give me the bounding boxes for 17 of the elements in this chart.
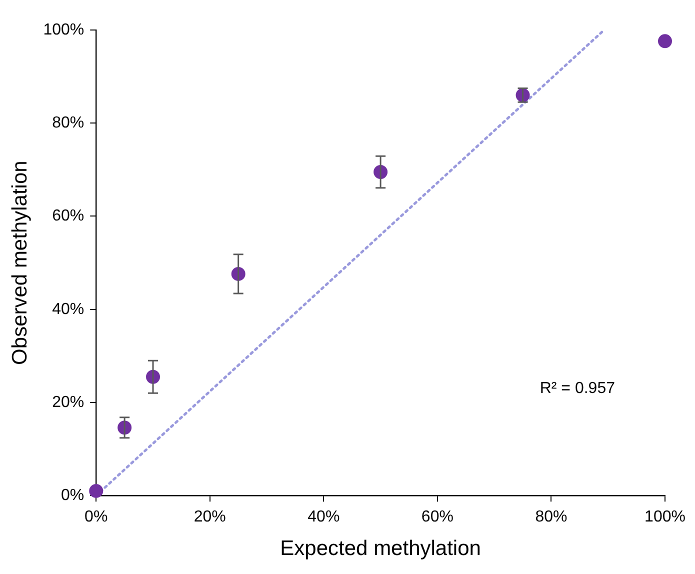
point — [89, 484, 104, 498]
y-tick-label: 40% — [52, 300, 84, 318]
x-tick-label: 100% — [644, 508, 686, 526]
x-axis-title: Expected methylation — [280, 537, 481, 560]
y-tick-label: 0% — [60, 487, 84, 504]
y-tick-label: 100% — [43, 21, 84, 38]
y-axis-title: Observed methylation — [8, 160, 32, 365]
x-tick-label: 60% — [421, 508, 454, 526]
y-tick-label: 60% — [52, 208, 84, 225]
x-tick-label: 20% — [194, 508, 226, 526]
y-tick-label: 20% — [52, 394, 84, 411]
y-tick-label: 80% — [52, 114, 84, 132]
x-tick-label: 0% — [84, 508, 108, 526]
point — [658, 34, 672, 48]
x-tick-label: 40% — [308, 508, 340, 526]
x-tick-label: 80% — [535, 508, 568, 526]
annotation: R² = 0.957 — [540, 380, 616, 397]
